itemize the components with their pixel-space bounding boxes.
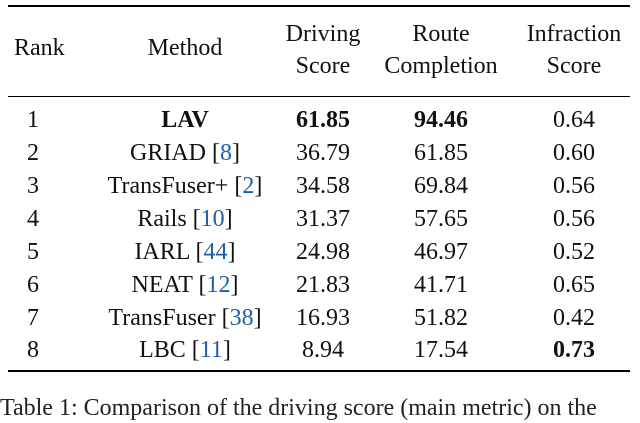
header-rank: Rank [14, 35, 65, 61]
table-caption: Table 1: Comparison of the driving score… [0, 395, 597, 421]
row-1-driving-score: 61.85 [296, 107, 350, 133]
row-8-driving-score: 8.94 [302, 337, 344, 363]
row-3-method: TransFuser+ [107, 173, 229, 199]
row-3-driving-score: 34.58 [296, 173, 350, 199]
header-infraction-score-line2: Score [546, 53, 602, 79]
row-8-method-cell: LBC [11] [139, 337, 231, 363]
row-2-method-cell: GRIAD [8] [130, 140, 240, 166]
row-8-method: LBC [139, 337, 186, 363]
row-4-infraction-score: 0.56 [553, 206, 595, 232]
row-2-infraction-score: 0.60 [553, 140, 595, 166]
row-1-infraction-score: 0.64 [553, 107, 595, 133]
row-6-route-completion: 41.71 [414, 272, 468, 298]
row-7-driving-score: 16.93 [296, 305, 350, 331]
row-7-rank: 7 [27, 305, 39, 331]
row-5-method-cell: IARL [44] [134, 239, 236, 265]
row-3-rank: 3 [27, 173, 39, 199]
row-4-route-completion: 57.65 [414, 206, 468, 232]
row-4-method-cell: Rails [10] [137, 206, 233, 232]
table-header-rule [8, 96, 630, 97]
row-6-infraction-score: 0.65 [553, 272, 595, 298]
header-infraction-score-line1: Infraction [526, 21, 622, 47]
row-1-route-completion: 94.46 [414, 107, 468, 133]
row-5-driving-score: 24.98 [296, 239, 350, 265]
header-route-completion-line1: Route [412, 21, 470, 47]
header-driving-score-line1: Driving [285, 21, 361, 47]
row-1-method: LAV [161, 107, 209, 133]
header-method: Method [147, 35, 223, 61]
row-7-citation-link[interactable]: 38 [229, 305, 254, 331]
row-2-method: GRIAD [130, 140, 206, 166]
row-8-citation-link[interactable]: 11 [199, 337, 223, 363]
row-3-infraction-score: 0.56 [553, 173, 595, 199]
row-1-rank: 1 [27, 107, 39, 133]
row-6-driving-score: 21.83 [296, 272, 350, 298]
row-8-rank: 8 [27, 337, 39, 363]
row-5-citation-link[interactable]: 44 [203, 239, 228, 265]
row-5-method: IARL [134, 239, 190, 265]
row-3-citation-link[interactable]: 2 [242, 173, 255, 199]
row-8-infraction-score: 0.73 [553, 337, 595, 363]
row-5-infraction-score: 0.52 [553, 239, 595, 265]
row-7-method-cell: TransFuser [38] [108, 305, 262, 331]
row-2-route-completion: 61.85 [414, 140, 468, 166]
row-7-infraction-score: 0.42 [553, 305, 595, 331]
row-6-rank: 6 [27, 272, 39, 298]
row-5-rank: 5 [27, 239, 39, 265]
table-top-rule [8, 5, 630, 7]
row-6-method: NEAT [131, 272, 193, 298]
row-4-citation-link[interactable]: 10 [200, 206, 225, 232]
row-4-method: Rails [137, 206, 187, 232]
row-4-rank: 4 [27, 206, 39, 232]
row-2-rank: 2 [27, 140, 39, 166]
header-driving-score-line2: Score [295, 53, 351, 79]
row-8-route-completion: 17.54 [414, 337, 468, 363]
row-6-citation-link[interactable]: 12 [206, 272, 231, 298]
row-3-route-completion: 69.84 [414, 173, 468, 199]
row-7-method: TransFuser [108, 305, 216, 331]
row-2-driving-score: 36.79 [296, 140, 350, 166]
row-6-method-cell: NEAT [12] [131, 272, 239, 298]
table-bottom-rule [8, 370, 630, 372]
row-4-driving-score: 31.37 [296, 206, 350, 232]
row-3-method-cell: TransFuser+ [2] [107, 173, 263, 199]
row-5-route-completion: 46.97 [414, 239, 468, 265]
row-7-route-completion: 51.82 [414, 305, 468, 331]
header-route-completion-line2: Completion [384, 53, 498, 79]
row-2-citation-link[interactable]: 8 [220, 140, 232, 166]
